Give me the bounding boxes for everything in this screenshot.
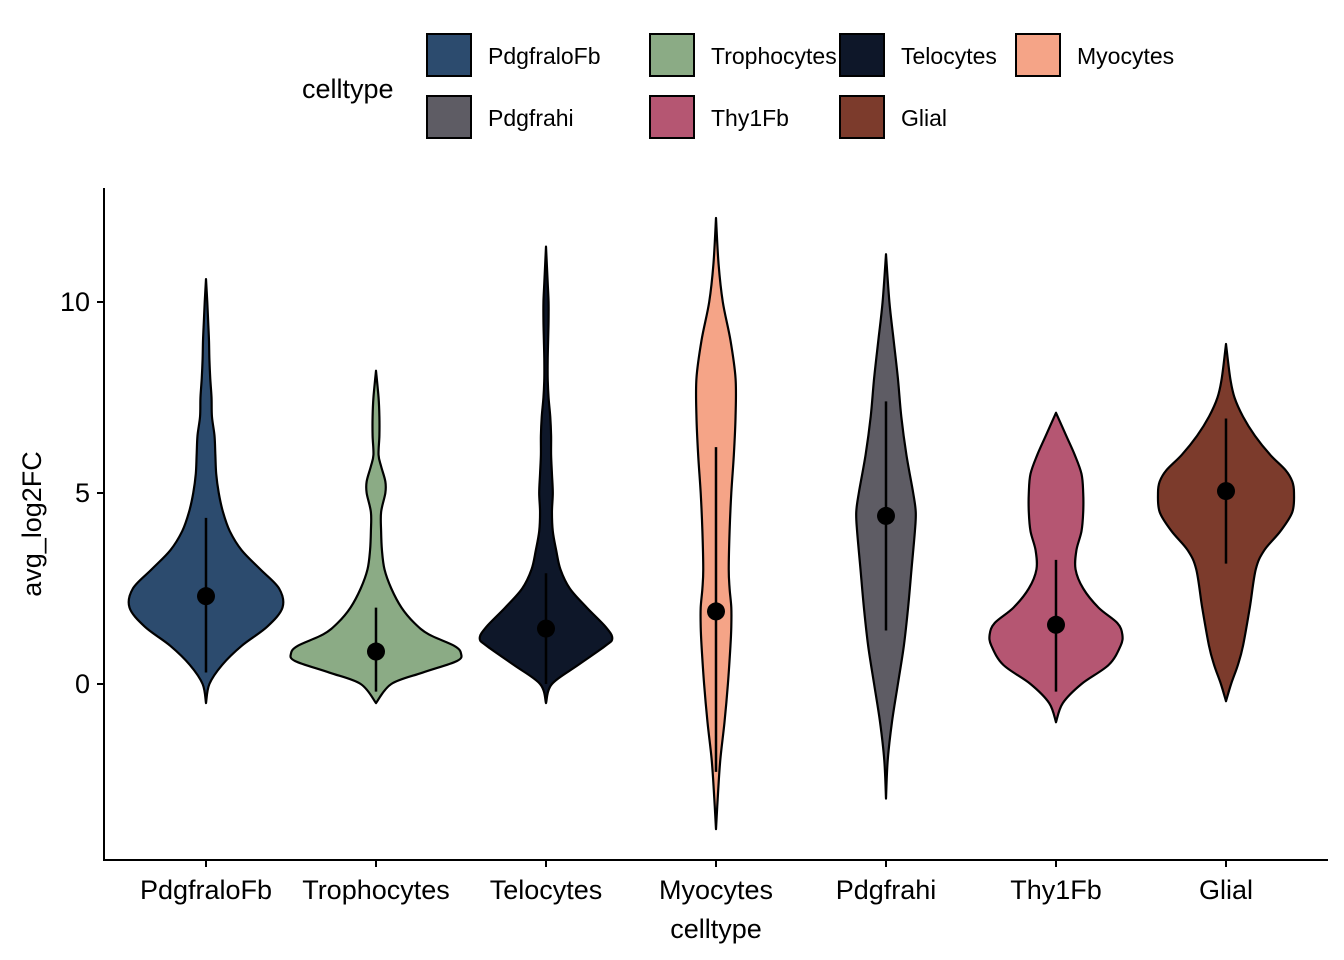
violin-pdgfralofb bbox=[127, 277, 285, 705]
legend-label-myocytes: Myocytes bbox=[1077, 43, 1174, 69]
x-tick-label: PdgfraloFb bbox=[140, 875, 272, 905]
legend: celltype PdgfraloFb Trophocytes Telocytes M… bbox=[302, 33, 1174, 139]
legend-label-glial: Glial bbox=[901, 105, 947, 131]
x-tick-label: Glial bbox=[1199, 875, 1253, 905]
legend-label-pdgfralofb: PdgfraloFb bbox=[488, 43, 601, 69]
x-tick-label: Trophocytes bbox=[302, 875, 450, 905]
violin-telocytes bbox=[478, 245, 614, 705]
x-tick-label: Myocytes bbox=[659, 875, 773, 905]
mean-point-pdgfrahi bbox=[877, 506, 895, 525]
violins bbox=[127, 216, 1296, 831]
mean-point-myocytes bbox=[707, 602, 725, 621]
legend-swatch-thy1fb bbox=[649, 95, 695, 139]
axes: 0 5 10 PdgfraloFb Trophocytes Telocytes Myocy… bbox=[17, 188, 1328, 944]
mean-point-thy1fb bbox=[1047, 615, 1065, 634]
mean-point-pdgfralofb bbox=[197, 587, 215, 606]
legend-label-trophocytes: Trophocytes bbox=[711, 43, 837, 69]
summary-stats bbox=[197, 401, 1235, 772]
legend-label-pdgfrahi: Pdgfrahi bbox=[488, 105, 574, 131]
legend-swatch-myocytes bbox=[1015, 33, 1061, 77]
legend-title: celltype bbox=[302, 74, 394, 104]
x-tick-label: Pdgfrahi bbox=[836, 875, 937, 905]
x-axis-label: celltype bbox=[670, 914, 762, 944]
y-tick-label: 10 bbox=[60, 287, 90, 317]
x-tick-label: Thy1Fb bbox=[1010, 875, 1102, 905]
legend-label-telocytes: Telocytes bbox=[901, 43, 997, 69]
mean-point-glial bbox=[1217, 482, 1235, 501]
legend-swatch-trophocytes bbox=[649, 33, 695, 77]
y-tick-label: 0 bbox=[75, 669, 90, 699]
x-tick-label: Telocytes bbox=[490, 875, 603, 905]
legend-swatch-glial bbox=[839, 95, 885, 139]
mean-point-telocytes bbox=[537, 619, 555, 638]
legend-swatch-pdgfralofb bbox=[426, 33, 472, 77]
y-axis-label: avg_log2FC bbox=[17, 451, 47, 597]
mean-point-trophocytes bbox=[367, 642, 385, 661]
y-tick-label: 5 bbox=[75, 478, 90, 508]
legend-swatch-pdgfrahi bbox=[426, 95, 472, 139]
legend-swatch-telocytes bbox=[839, 33, 885, 77]
violin-trophocytes bbox=[289, 369, 463, 705]
legend-label-thy1fb: Thy1Fb bbox=[711, 105, 789, 131]
